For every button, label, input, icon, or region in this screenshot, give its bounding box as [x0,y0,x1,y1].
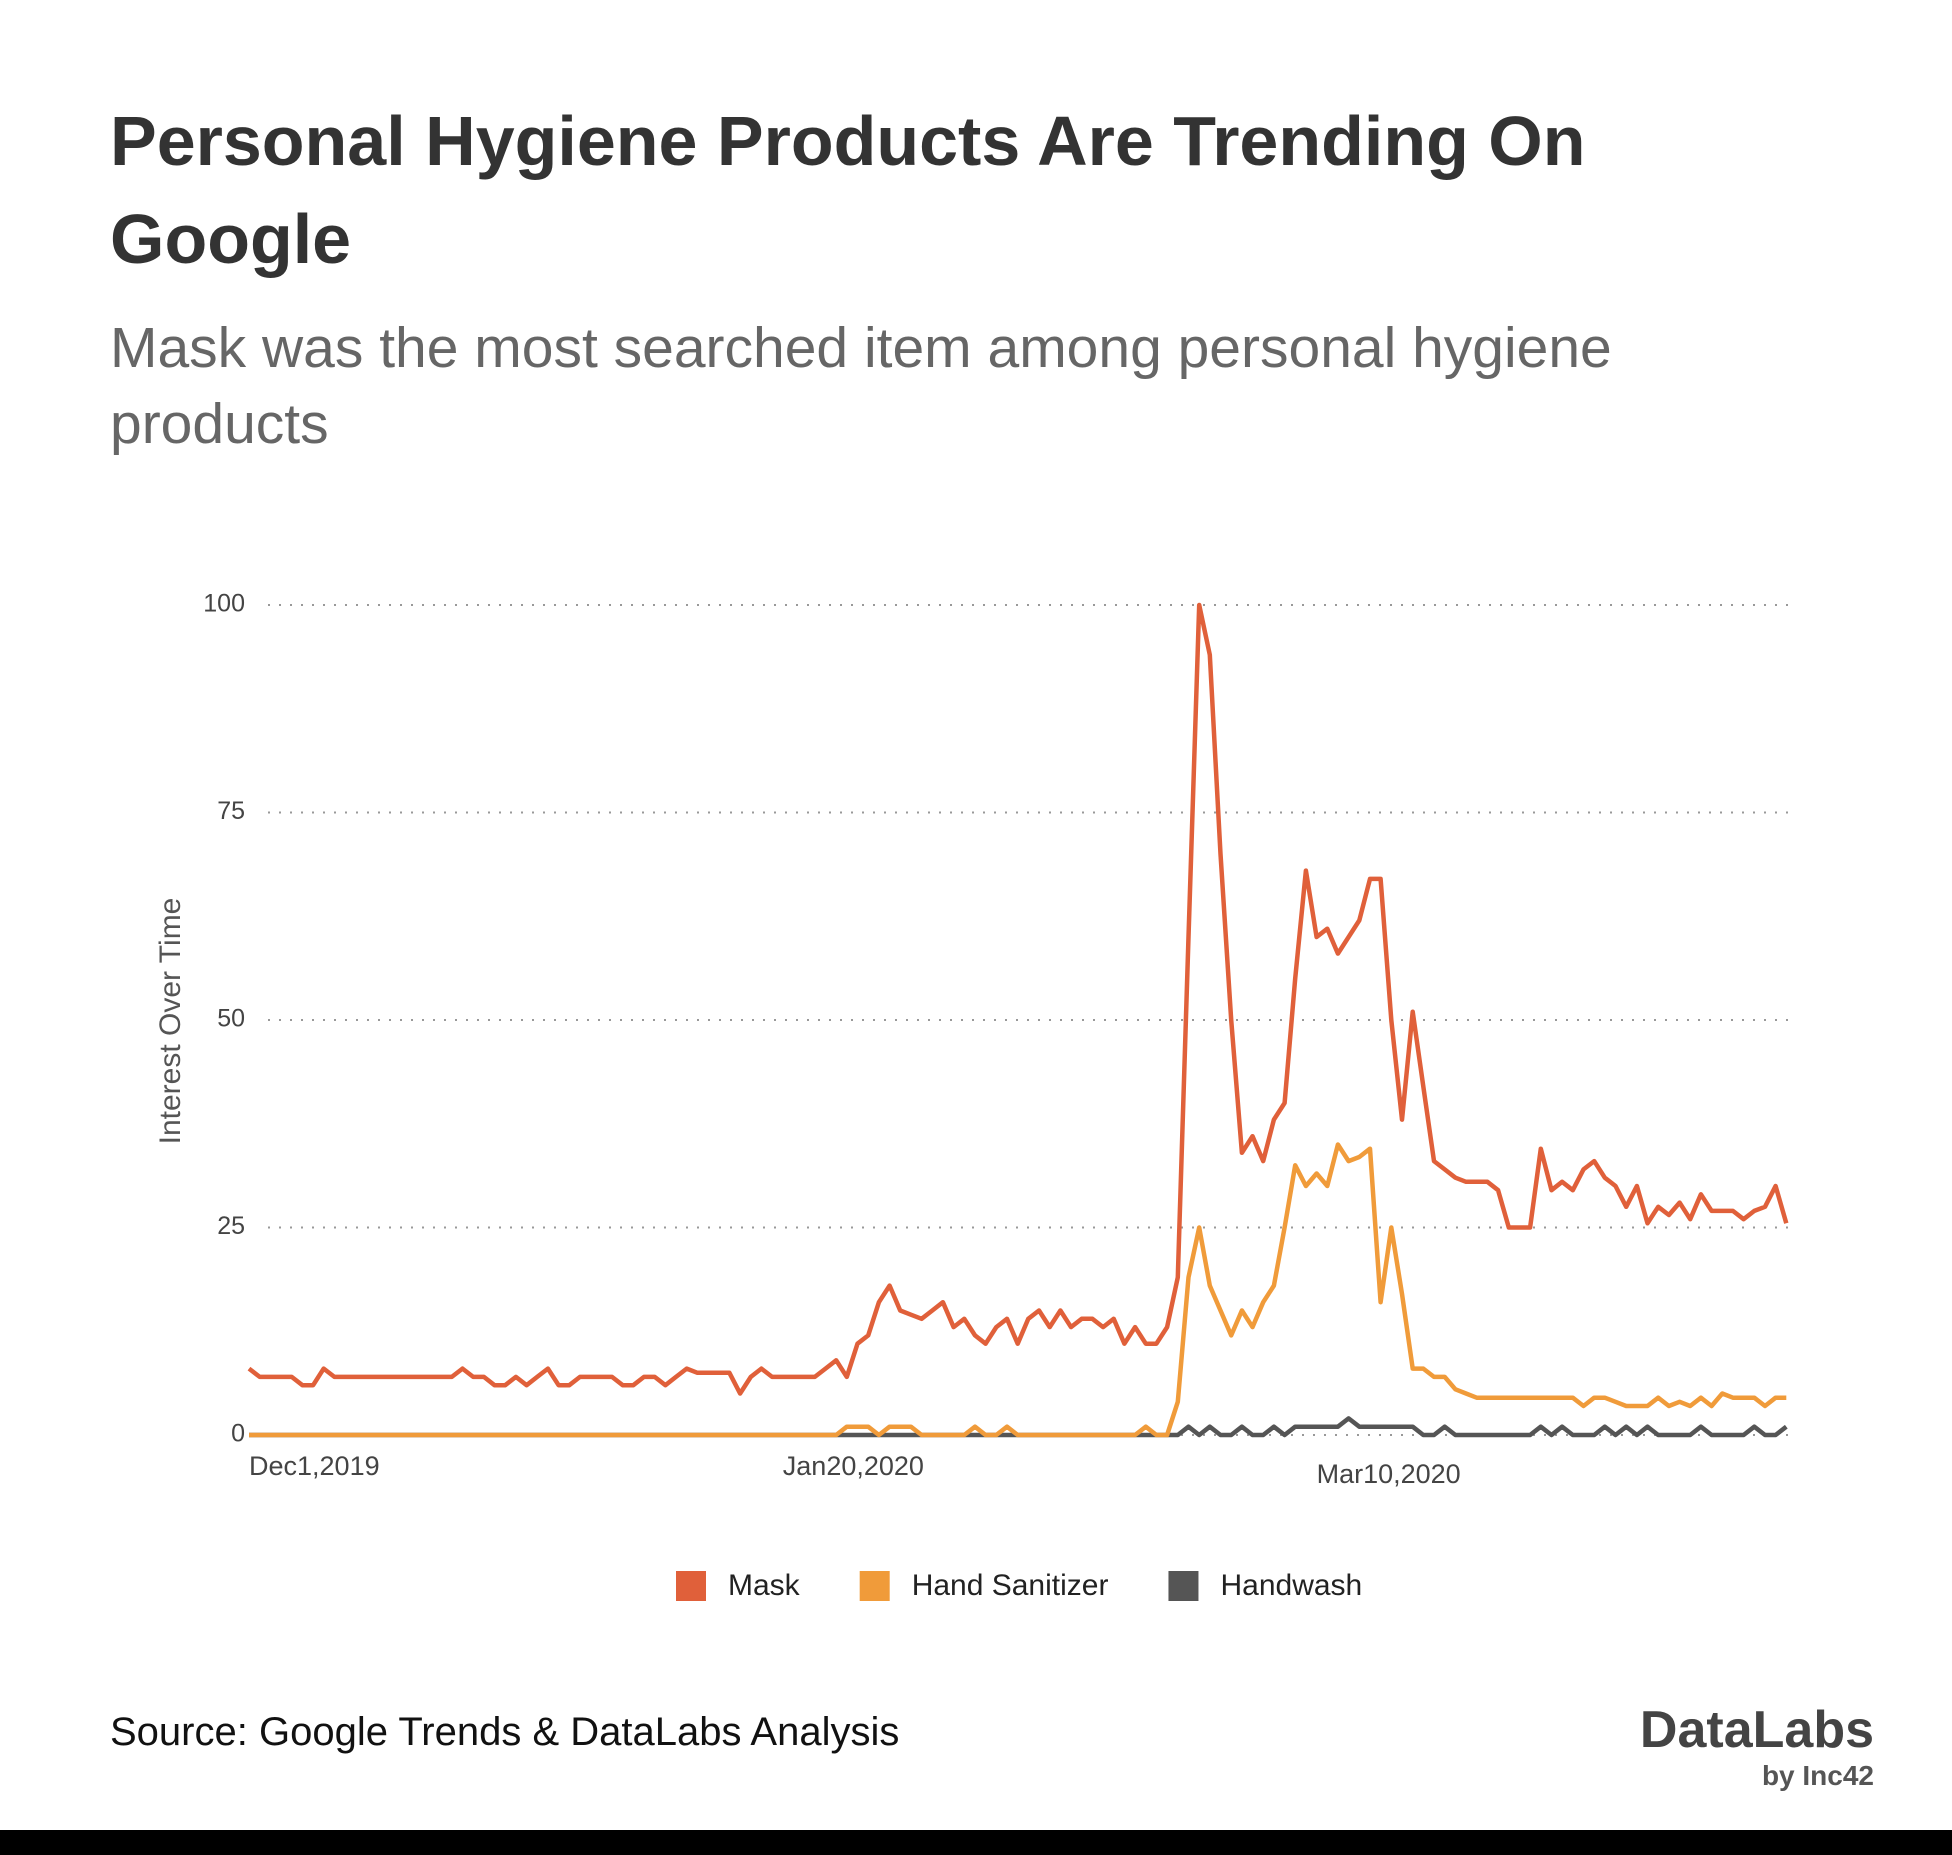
y-tick-label: 25 [217,1212,245,1240]
bottom-bar [0,1830,1952,1855]
chart-subtitle: Mask was the most searched item among pe… [110,316,1612,456]
y-tick-label: 0 [231,1420,245,1448]
chart-title: Personal Hygiene Products Are Trending O… [110,102,1586,278]
legend-swatch [1168,1571,1199,1601]
y-tick-label: 100 [203,590,245,618]
source-note: Source: Google Trends & DataLabs Analysi… [110,1710,900,1754]
y-tick-label: 75 [217,797,245,825]
y-tick-label: 50 [217,1005,245,1033]
x-tick-label: Mar10,2020 [1317,1459,1461,1489]
legend-label: Handwash [1220,1569,1362,1602]
x-tick-label: Dec1,2019 [249,1451,380,1481]
brand-logo: DataLabs [1639,1701,1874,1759]
x-tick-label: Jan20,2020 [783,1451,924,1481]
brand-sub: by Inc42 [1761,1760,1874,1791]
y-axis-label: Interest Over Time [154,898,187,1145]
legend-swatch [859,1571,890,1601]
legend-swatch [676,1571,706,1601]
series-line [247,602,1789,1396]
legend-label: Mask [728,1569,801,1602]
legend-label: Hand Sanitizer [912,1569,1109,1602]
series-line [249,1142,1787,1438]
